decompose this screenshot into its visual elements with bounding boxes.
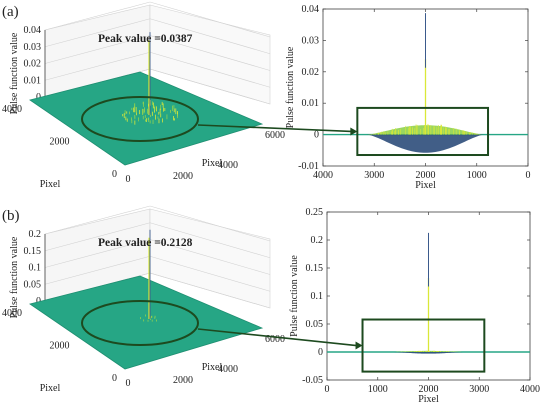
x-tick-label: 0	[126, 378, 131, 389]
grid-line	[149, 1, 271, 38]
grid-line	[44, 239, 151, 268]
y-tick-label: 0	[112, 373, 117, 384]
z-tick-label: 0.2	[29, 229, 42, 240]
envelope-negative	[366, 134, 485, 153]
grid-line	[44, 35, 151, 64]
grid-line	[149, 35, 271, 71]
grid-line	[44, 51, 151, 81]
x-tick-label: 2000	[173, 375, 193, 386]
y-tick-label: -0.05	[302, 375, 323, 386]
panel-2d-a2d: -0.01 0 0.01 0.02 0.03 0.04 4000 3000 2000 1000 0 P…	[285, 4, 531, 191]
z-tick-label: 0.02	[24, 59, 42, 70]
surface-floor	[29, 275, 264, 370]
y-tick-label: 0.03	[302, 35, 320, 46]
y-tick-label: 0.2	[311, 235, 324, 246]
y-tick-label: -0.01	[298, 161, 319, 172]
x-tick-label: 0	[526, 170, 531, 181]
z-tick-label: 0.01	[24, 75, 42, 86]
x-tick-label: 4000	[313, 170, 333, 181]
y-tick-label: 0.1	[311, 291, 324, 302]
envelope-negative	[392, 352, 465, 354]
y-axis-label: Pulse function value	[285, 46, 296, 128]
x-axis-label: Pixel	[415, 180, 436, 191]
x-tick-label: 4000	[520, 384, 540, 395]
x-tick-label: 6000	[265, 130, 285, 141]
grid-line	[149, 239, 271, 275]
x-axis-label: Pixel	[418, 394, 439, 404]
grid-line	[149, 222, 271, 259]
y-tick-label: 2000	[50, 341, 70, 352]
y-tick-label: 0.15	[306, 263, 324, 274]
peak-annotation: Peak value =0.0387	[98, 33, 193, 45]
x-tick-label: 3000	[364, 170, 384, 181]
z-tick-label: 0.04	[24, 25, 42, 36]
panel-3d-b3d: 00.050.10.150.2020004000Pixel20004000600…	[2, 205, 285, 394]
grid-line	[149, 68, 271, 105]
grid-line	[149, 51, 271, 88]
arrow-b-head	[355, 341, 363, 350]
y-tick-label: 0	[112, 169, 117, 180]
grid-line	[44, 205, 151, 235]
y-tick-label: 4000	[2, 308, 22, 319]
grid-line	[44, 18, 151, 48]
x-tick-label: 4000	[218, 160, 238, 171]
y-tick-label: 2000	[50, 137, 70, 148]
panel-3d-a3d: 00.010.020.030.04020004000Pixel200040006…	[2, 1, 285, 190]
y-tick-label: 0.04	[302, 4, 320, 15]
arrow-a-head	[350, 127, 358, 136]
grid-line	[44, 255, 151, 285]
panel-label: (b)	[2, 208, 20, 224]
z-tick-label: 0.15	[24, 246, 42, 257]
x-axis-label: Pixel	[202, 362, 223, 373]
grid-line	[149, 272, 271, 309]
y-axis-label: Pixel	[40, 179, 61, 190]
x-axis-label: Pixel	[202, 158, 223, 169]
peak-annotation: Peak value =0.2128	[98, 237, 193, 249]
highlight-ellipse	[81, 96, 199, 142]
highlight-ellipse	[81, 300, 199, 346]
grid-line	[149, 18, 271, 55]
y-tick-label: 0.01	[302, 98, 320, 109]
y-tick-label: 0	[314, 130, 319, 141]
arrow-a	[197, 124, 352, 133]
y-tick-label: 4000	[2, 104, 22, 115]
y-tick-label: 0.02	[302, 67, 320, 78]
x-tick-label: 2000	[419, 384, 439, 395]
x-tick-label: 4000	[218, 364, 238, 375]
x-tick-label: 6000	[265, 334, 285, 345]
y-tick-label: 0.25	[306, 207, 324, 218]
x-tick-label: 1000	[368, 384, 388, 395]
x-tick-label: 2000	[173, 171, 193, 182]
grid-line	[44, 1, 151, 31]
grid-line	[149, 205, 271, 242]
y-axis-label: Pulse function value	[289, 255, 300, 337]
x-tick-label: 0	[325, 384, 330, 395]
z-axis-label: Pulse function value	[9, 32, 20, 114]
z-tick-label: 0.03	[24, 42, 42, 53]
arrow-b	[197, 328, 357, 347]
z-tick-label: 0.1	[29, 263, 42, 274]
grid-line	[149, 255, 271, 292]
x-tick-label: 3000	[469, 384, 489, 395]
y-axis-label: Pixel	[40, 383, 61, 394]
x-tick-label: 0	[126, 174, 131, 185]
x-tick-label: 1000	[467, 170, 487, 181]
grid-line	[44, 222, 151, 252]
y-tick-label: 0	[318, 347, 323, 358]
panel-label: (a)	[2, 4, 19, 20]
z-axis-label: Pulse function value	[9, 236, 20, 318]
x-tick-label: 2000	[416, 170, 436, 181]
z-tick-label: 0.05	[24, 279, 42, 290]
y-tick-label: 0.05	[306, 319, 324, 330]
